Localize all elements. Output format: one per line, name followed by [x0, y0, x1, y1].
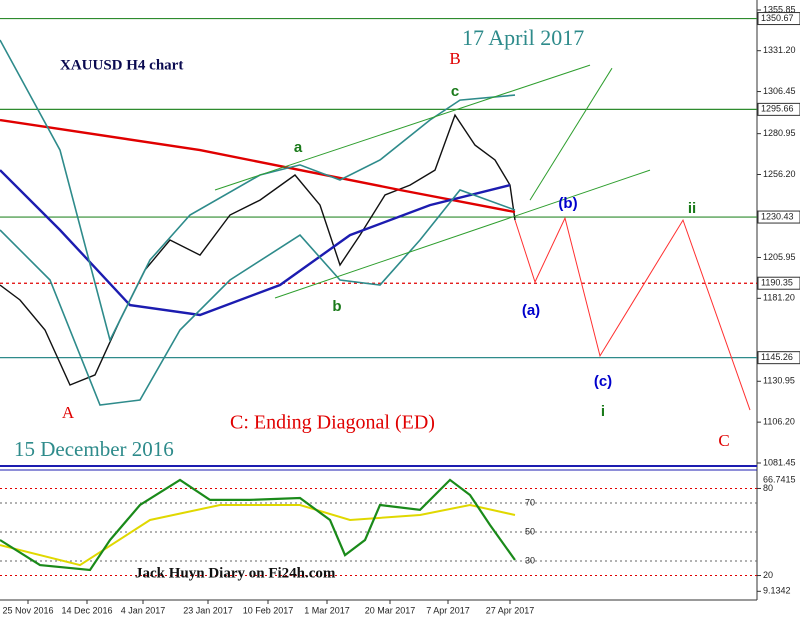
x-tick-label: 20 Mar 2017: [365, 605, 416, 615]
y-tick-label: 1181.20: [763, 293, 795, 303]
annotation: c: [451, 83, 459, 100]
x-tick-label: 4 Jan 2017: [121, 605, 166, 615]
annotation: i: [601, 403, 605, 420]
x-tick-label: 25 Nov 2016: [2, 605, 53, 615]
y-tick-label: 1280.95: [763, 128, 796, 138]
x-tick-label: 23 Jan 2017: [183, 605, 233, 615]
level-box: [757, 102, 800, 116]
level-label: 1295.66: [761, 104, 794, 114]
y-tick-label: 80: [763, 483, 773, 493]
level-box: [757, 351, 800, 365]
annotation: b: [332, 298, 341, 315]
level-box: [757, 12, 800, 26]
level-label: 1350.67: [761, 13, 794, 23]
y-tick-label: 1355.85: [763, 4, 796, 14]
annotation: C: Ending Diagonal (ED): [230, 412, 435, 434]
y-tick-label: 1331.20: [763, 45, 796, 55]
x-tick-label: 10 Feb 2017: [243, 605, 294, 615]
level-label: 1190.35: [761, 278, 793, 288]
level-box: [757, 276, 800, 290]
trend-line: [529, 67, 613, 201]
y-tick-label: 1106.20: [763, 417, 795, 427]
price-line: [0, 113, 516, 386]
x-tick-label: 27 Apr 2017: [486, 605, 535, 615]
trend-line: [214, 64, 591, 191]
level-label: 1230.43: [761, 211, 794, 221]
inner-tick-label: 30: [525, 555, 535, 565]
level-box: [757, 210, 800, 224]
oscillator-line: [0, 478, 516, 572]
y-tick-label: 1205.95: [763, 252, 796, 262]
y-tick-label: 1256.20: [763, 169, 796, 179]
price-line: [0, 118, 516, 214]
annotation: ii: [688, 200, 696, 217]
annotation: C: [718, 431, 729, 450]
annotation: 17 April 2017: [462, 25, 584, 50]
annotation: B: [449, 49, 460, 68]
y-tick-label: 1306.45: [763, 86, 796, 96]
y-tick-label: 1081.45: [763, 457, 796, 467]
projection-line: [514, 216, 751, 411]
y-tick-label: 20: [763, 570, 773, 580]
annotation: a: [294, 139, 303, 156]
x-tick-label: 7 Apr 2017: [426, 605, 470, 615]
annotation: A: [62, 403, 75, 422]
y-tick-label: 9.1342: [763, 586, 791, 596]
x-tick-label: 1 Mar 2017: [304, 605, 350, 615]
price-line: [0, 169, 511, 317]
annotation: (a): [522, 302, 540, 319]
annotation: 15 December 2016: [14, 437, 174, 461]
chart-title: XAUUSD H4 chart: [60, 57, 183, 73]
level-label: 1145.26: [761, 352, 793, 362]
readout: 66.7415: [763, 474, 796, 484]
annotation: (c): [594, 373, 612, 390]
y-tick-label: 1130.95: [763, 376, 795, 386]
x-tick-label: 14 Dec 2016: [61, 605, 112, 615]
inner-tick-label: 50: [525, 526, 535, 536]
annotation: Jack Huyn Diary on Fi24h.com: [135, 565, 336, 581]
trend-line: [274, 169, 651, 299]
annotation: (b): [558, 195, 577, 212]
inner-tick-label: 70: [525, 497, 535, 507]
price-line: [0, 189, 516, 406]
